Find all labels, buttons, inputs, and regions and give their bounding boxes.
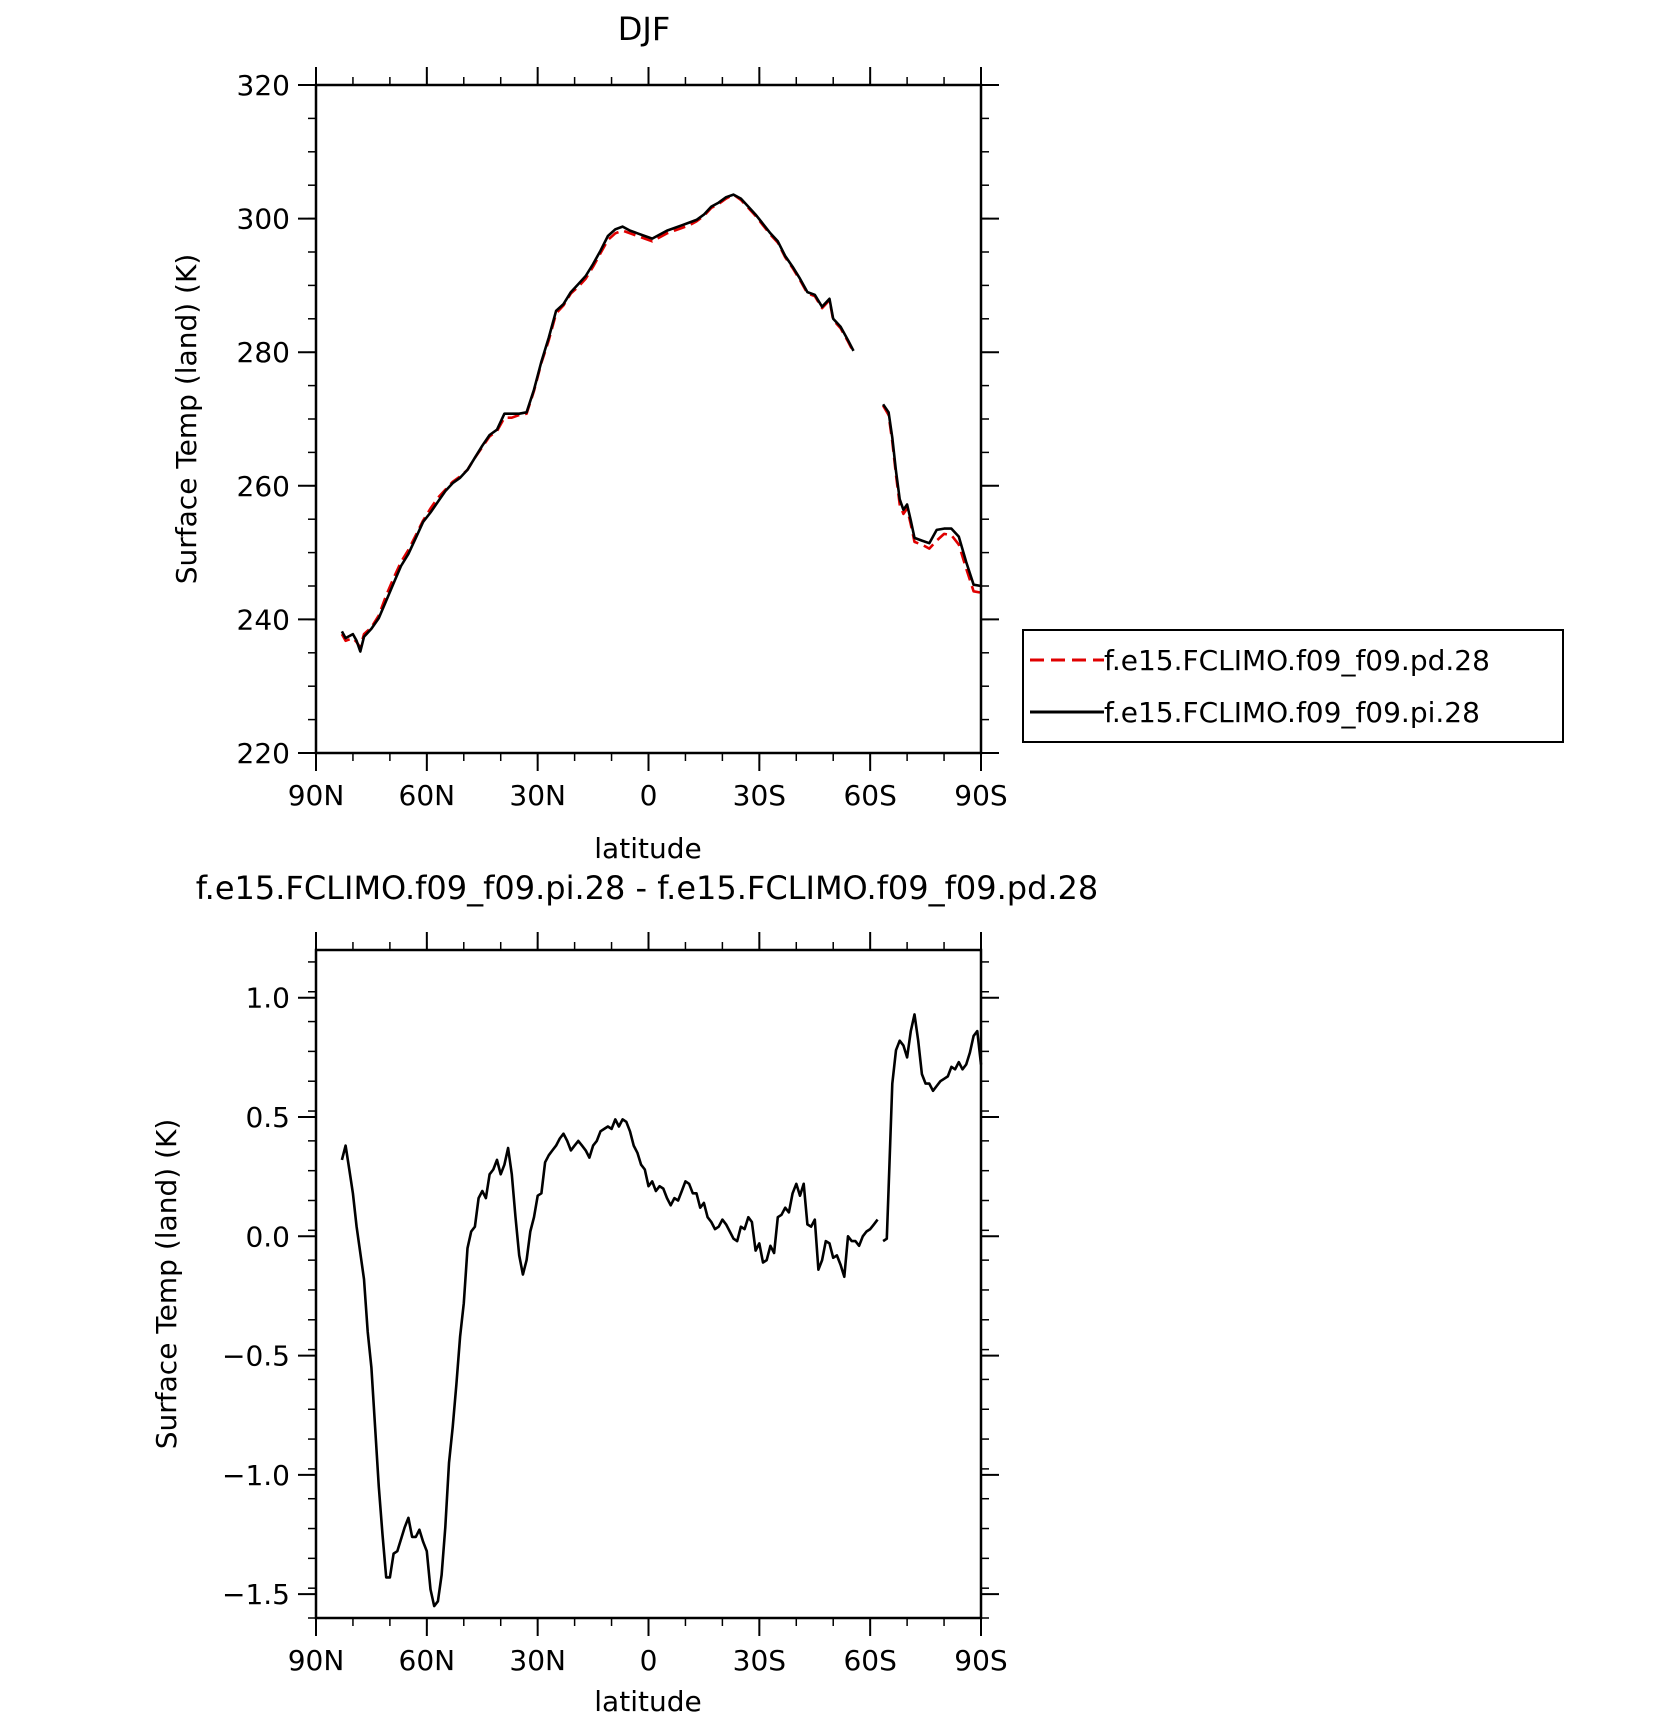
bottom-y-tick-label: −1.0	[222, 1459, 290, 1492]
bottom-y-ticks: −1.5 −1.0 −0.5 0.0 0.5 1.0	[222, 961, 999, 1619]
top-plot-frame	[314, 83, 983, 755]
bottom-y-tick-label: 0.0	[245, 1220, 290, 1253]
top-series-group	[340, 193, 982, 653]
bottom-series-line-0	[340, 1118, 879, 1608]
legend-item-pd: f.e15.FCLIMO.f09_f09.pd.28	[1030, 644, 1490, 677]
bottom-y-tick-label: 0.5	[245, 1101, 290, 1134]
legend-label-pi: f.e15.FCLIMO.f09_f09.pi.28	[1104, 696, 1480, 729]
top-y-tick-label: 240	[237, 603, 290, 636]
bottom-panel: f.e15.FCLIMO.f09_f09.pi.28 - f.e15.FCLIM…	[150, 869, 1098, 1718]
bottom-x-axis-label: latitude	[594, 1685, 701, 1718]
top-x-tick-label: 0	[640, 779, 658, 812]
top-x-tick-label: 60N	[399, 779, 456, 812]
legend: f.e15.FCLIMO.f09_f09.pd.28 f.e15.FCLIMO.…	[1022, 629, 1564, 743]
top-series-line-1	[882, 403, 982, 588]
top-y-tick-label: 280	[237, 336, 290, 369]
top-series-line-0	[340, 193, 855, 649]
top-chart-title: DJF	[618, 10, 670, 48]
bottom-x-tick-label: 60N	[399, 1644, 456, 1677]
bottom-x-tick-label: 90N	[288, 1644, 345, 1677]
bottom-plot-frame	[314, 948, 983, 1620]
top-x-tick-label: 30N	[509, 779, 566, 812]
bottom-x-tick-label: 60S	[843, 1644, 896, 1677]
top-x-tick-label: 90S	[954, 779, 1007, 812]
top-x-ticks: 90N 60N 30N 0 30S 60S 90S	[288, 67, 1008, 812]
bottom-y-tick-label: −0.5	[222, 1340, 290, 1373]
top-y-ticks: 220 240 260 280 300 320	[237, 69, 999, 770]
bottom-x-tick-label: 0	[640, 1644, 658, 1677]
top-x-tick-label: 90N	[288, 779, 345, 812]
bottom-x-tick-label: 90S	[954, 1644, 1007, 1677]
top-y-tick-label: 260	[237, 470, 290, 503]
bottom-series-group	[340, 1013, 983, 1608]
bottom-x-tick-label: 30S	[733, 1644, 786, 1677]
top-y-tick-label: 300	[237, 203, 290, 236]
bottom-y-tick-label: 1.0	[245, 982, 290, 1015]
top-y-tick-label: 320	[237, 69, 290, 102]
bottom-chart-title: f.e15.FCLIMO.f09_f09.pi.28 - f.e15.FCLIM…	[196, 869, 1099, 907]
top-x-tick-label: 30S	[733, 779, 786, 812]
bottom-x-ticks: 90N 60N 30N 0 30S 60S 90S	[288, 932, 1008, 1677]
bottom-y-tick-label: −1.5	[222, 1578, 290, 1611]
bottom-series-line-0	[882, 1013, 983, 1243]
legend-item-pi: f.e15.FCLIMO.f09_f09.pi.28	[1030, 696, 1480, 729]
top-y-tick-label: 220	[237, 737, 290, 770]
bottom-y-axis-label: Surface Temp (land) (K)	[150, 1119, 183, 1450]
top-y-axis-label: Surface Temp (land) (K)	[170, 254, 203, 585]
legend-label-pd: f.e15.FCLIMO.f09_f09.pd.28	[1104, 644, 1490, 677]
top-series-line-1	[340, 193, 855, 653]
bottom-x-tick-label: 30N	[509, 1644, 566, 1677]
top-x-axis-label: latitude	[594, 832, 701, 865]
top-x-tick-label: 60S	[843, 779, 896, 812]
legend-box	[1022, 629, 1564, 743]
